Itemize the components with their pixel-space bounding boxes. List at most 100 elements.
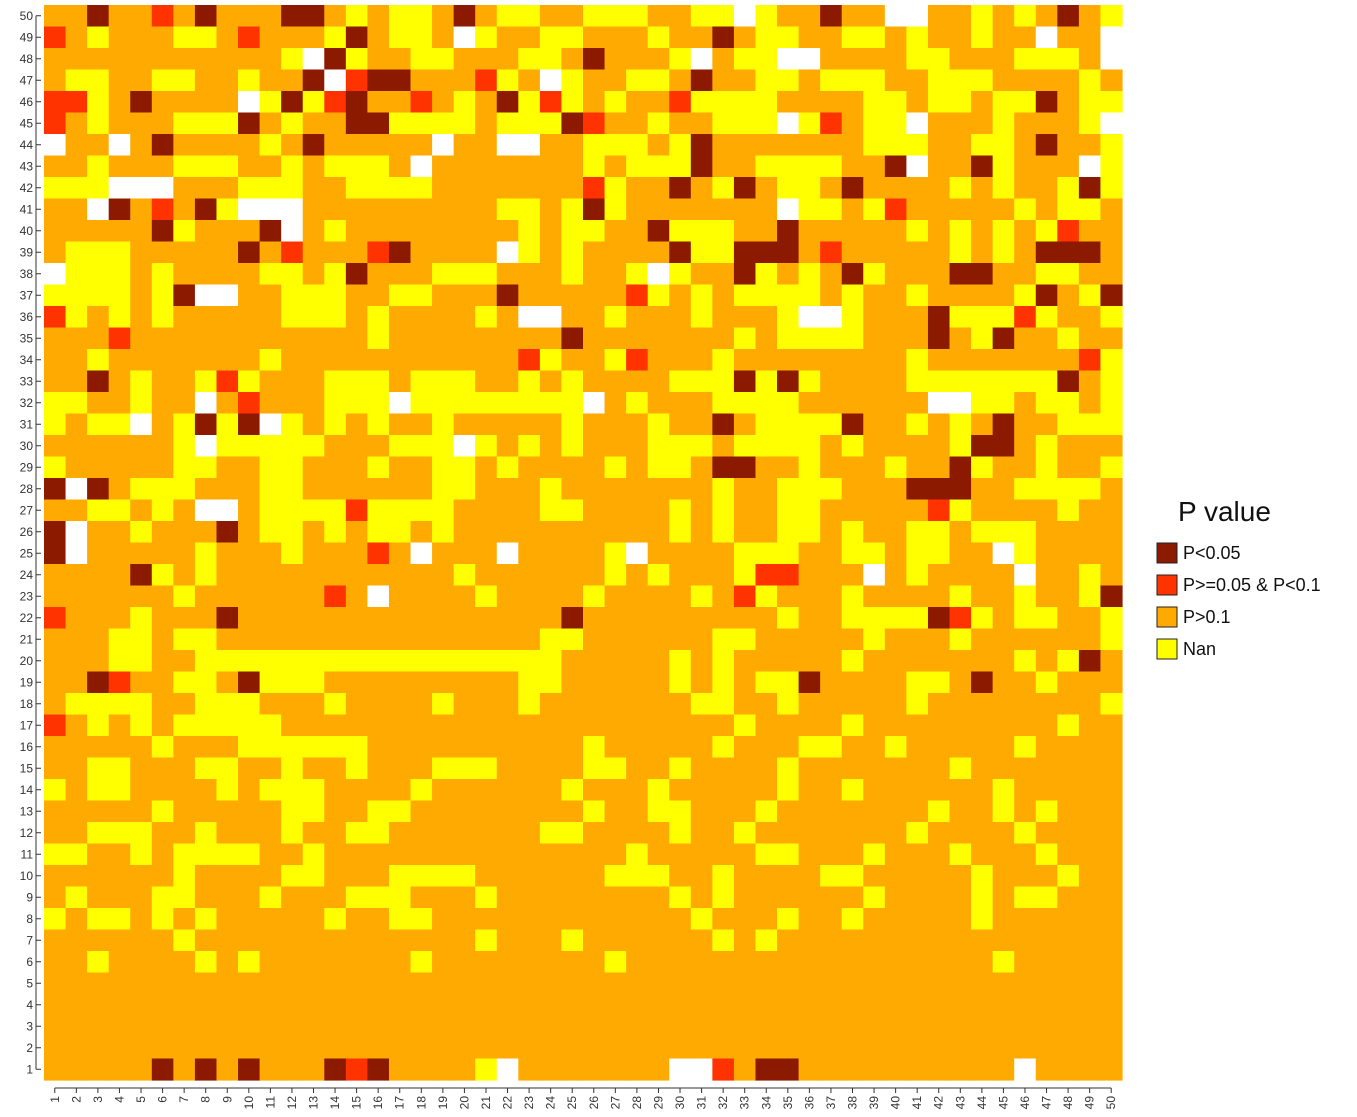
heatmap-cell [216,542,239,565]
heatmap-cell [496,886,519,909]
heatmap-cell [44,177,67,200]
heatmap-cell [755,456,778,479]
heatmap-cell [927,886,951,909]
heatmap-cell [302,886,325,909]
x-tick-label: 5 [134,1096,148,1103]
heatmap-cell [820,413,843,436]
heatmap-cell [44,327,67,350]
heatmap-cell [841,499,864,522]
heatmap-cell [1035,1015,1058,1038]
heatmap-cell [949,736,972,759]
y-tick-label: 42 [20,181,34,195]
heatmap-cell [971,1058,994,1081]
heatmap-cell [971,155,994,178]
heatmap-cell [108,112,131,135]
heatmap-cell [65,284,88,307]
heatmap-cell [927,134,951,157]
heatmap-cell [108,886,131,909]
x-tick-label: 1 [48,1096,62,1103]
heatmap-cell [475,521,498,544]
heatmap-cell [1035,91,1058,114]
heatmap-cell [173,91,196,114]
heatmap-cell [108,198,131,221]
heatmap-cell [539,349,563,372]
heatmap-cell [302,585,325,608]
heatmap-cell [345,714,368,737]
heatmap-cell [1057,628,1080,651]
heatmap-cell [1057,564,1080,587]
heatmap-cell [151,1058,174,1081]
heatmap-cell [238,5,261,28]
heatmap-cell [1100,886,1123,909]
heatmap-cell [65,1037,88,1060]
heatmap-cell [690,1037,713,1060]
heatmap-cell [863,714,886,737]
heatmap-cell [1078,5,1102,28]
heatmap-cells [44,5,1123,1081]
heatmap-cell [647,779,670,802]
heatmap-cell [518,392,541,415]
heatmap-cell [884,370,907,393]
heatmap-cell [820,693,843,716]
heatmap-cell [927,800,951,823]
heatmap-cell [777,134,800,157]
heatmap-cell [410,26,433,49]
heatmap-cell [238,91,261,114]
heatmap-cell [388,327,412,350]
heatmap-cell [884,177,907,200]
y-tick-label: 5 [26,976,33,990]
heatmap-cell [302,714,325,737]
heatmap-cell [884,628,907,651]
heatmap-cell [87,478,110,501]
heatmap-cell [44,1015,67,1038]
heatmap-cell [194,91,218,114]
heatmap-cell [345,585,368,608]
heatmap-cell [733,693,757,716]
heatmap-cell [690,349,713,372]
heatmap-cell [324,220,347,243]
heatmap-cell [647,886,670,909]
heatmap-cell [453,263,476,286]
heatmap-cell [475,220,498,243]
heatmap-cell [1100,5,1123,28]
heatmap-cell [87,951,110,974]
heatmap-cell [863,435,886,458]
heatmap-cell [130,327,153,350]
heatmap-cell [712,413,735,436]
y-tick-label: 39 [20,245,34,259]
heatmap-cell [1035,435,1058,458]
heatmap-cell [44,69,67,92]
heatmap-cell [927,671,951,694]
heatmap-cell [604,456,627,479]
heatmap-cell [302,607,325,630]
heatmap-cell [884,843,907,866]
heatmap-cell [87,48,110,71]
heatmap-cell [647,800,670,823]
heatmap-cell [647,241,670,264]
heatmap-cell [863,177,886,200]
heatmap-cell [410,757,433,780]
heatmap-cell [281,349,304,372]
heatmap-cell [583,671,606,694]
heatmap-cell [820,134,843,157]
y-tick-label: 7 [26,933,33,947]
heatmap-cell [669,714,692,737]
heatmap-cell [863,478,886,501]
heatmap-cell [1078,456,1102,479]
heatmap-cell [432,263,455,286]
heatmap-cell [302,628,325,651]
heatmap-cell [906,1037,929,1060]
heatmap-cell [755,757,778,780]
heatmap-cell [151,585,174,608]
heatmap-cell [65,757,88,780]
heatmap-cell [583,48,606,71]
heatmap-cell [475,1015,498,1038]
heatmap-cell [949,5,972,28]
heatmap-cell [151,972,174,995]
heatmap-cell [971,843,994,866]
heatmap-cell [583,585,606,608]
heatmap-cell [583,220,606,243]
heatmap-cell [561,800,584,823]
heatmap-cell [216,693,239,716]
heatmap-cell [496,585,519,608]
